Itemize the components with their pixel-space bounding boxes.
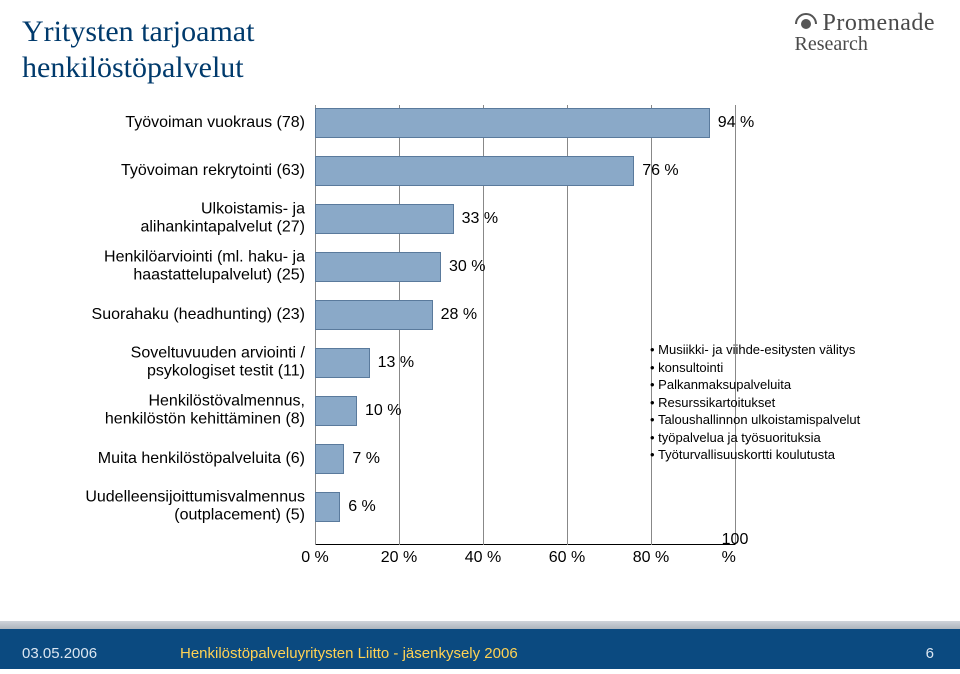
annotation-item: työpalvelua ja työsuorituksia bbox=[650, 429, 930, 447]
annotation-item: Musiikki- ja viihde-esitysten välitys bbox=[650, 341, 930, 359]
bar bbox=[315, 348, 370, 378]
x-tick-label: 60 % bbox=[549, 549, 585, 567]
title-line-1: Yritysten tarjoamat bbox=[22, 14, 254, 50]
value-label: 28 % bbox=[441, 306, 477, 324]
x-tick-label: 80 % bbox=[633, 549, 669, 567]
bar bbox=[315, 204, 454, 234]
annotation-item: Taloushallinnon ulkoistamispalvelut bbox=[650, 411, 930, 429]
category-label: Soveltuvuuden arviointi /psykologiset te… bbox=[30, 345, 305, 382]
bar bbox=[315, 300, 433, 330]
value-label: 6 % bbox=[348, 498, 376, 516]
category-label: Muita henkilöstöpalveluita (6) bbox=[30, 450, 305, 468]
category-label: Uudelleensijoittumisvalmennus(outplaceme… bbox=[30, 489, 305, 526]
bar bbox=[315, 396, 357, 426]
footer-text: Henkilöstöpalveluyritysten Liitto - jäse… bbox=[180, 645, 518, 662]
x-tick-label: 40 % bbox=[465, 549, 501, 567]
annotation-item: konsultointi bbox=[650, 359, 930, 377]
bar bbox=[315, 492, 340, 522]
bar bbox=[315, 444, 344, 474]
annotation-item: Palkanmaksupalveluita bbox=[650, 376, 930, 394]
annotation-box: Musiikki- ja viihde-esitysten välityskon… bbox=[640, 335, 940, 470]
bar bbox=[315, 108, 710, 138]
value-label: 33 % bbox=[462, 210, 498, 228]
footer-divider bbox=[0, 621, 960, 629]
category-label: Työvoiman vuokraus (78) bbox=[30, 114, 305, 132]
value-label: 10 % bbox=[365, 402, 401, 420]
annotation-list: Musiikki- ja viihde-esitysten välityskon… bbox=[650, 341, 930, 464]
brand-logo: Promenade Research bbox=[795, 10, 935, 56]
footer: 03.05.2006 Henkilöstöpalveluyritysten Li… bbox=[0, 621, 960, 669]
slide: Yritysten tarjoamat henkilöstöpalvelut P… bbox=[0, 0, 960, 674]
bar bbox=[315, 252, 441, 282]
bar bbox=[315, 156, 634, 186]
bar-rows: Työvoiman vuokraus (78) 94 % Työvoiman rek… bbox=[30, 105, 930, 545]
title-line-2: henkilöstöpalvelut bbox=[22, 50, 254, 86]
value-label: 13 % bbox=[378, 354, 414, 372]
category-label: Henkilöstövalmennus,henkilöstön kehittäm… bbox=[30, 393, 305, 430]
category-label: Ulkoistamis- jaalihankintapalvelut (27) bbox=[30, 201, 305, 238]
footer-body: 03.05.2006 Henkilöstöpalveluyritysten Li… bbox=[0, 629, 960, 669]
value-label: 7 % bbox=[352, 450, 380, 468]
x-tick-label: 0 % bbox=[301, 549, 329, 567]
value-label: 76 % bbox=[642, 162, 678, 180]
category-label: Henkilöarviointi (ml. haku- jahaastattel… bbox=[30, 249, 305, 286]
footer-date: 03.05.2006 bbox=[22, 645, 97, 662]
value-label: 94 % bbox=[718, 114, 754, 132]
value-label: 30 % bbox=[449, 258, 485, 276]
annotation-item: Resurssikartoitukset bbox=[650, 394, 930, 412]
category-label: Työvoiman rekrytointi (63) bbox=[30, 162, 305, 180]
x-tick-label: 20 % bbox=[381, 549, 417, 567]
annotation-item: Työturvallisuuskortti koulutusta bbox=[650, 446, 930, 464]
slide-title: Yritysten tarjoamat henkilöstöpalvelut bbox=[22, 14, 254, 86]
category-label: Suorahaku (headhunting) (23) bbox=[30, 306, 305, 324]
footer-page: 6 bbox=[926, 645, 934, 662]
